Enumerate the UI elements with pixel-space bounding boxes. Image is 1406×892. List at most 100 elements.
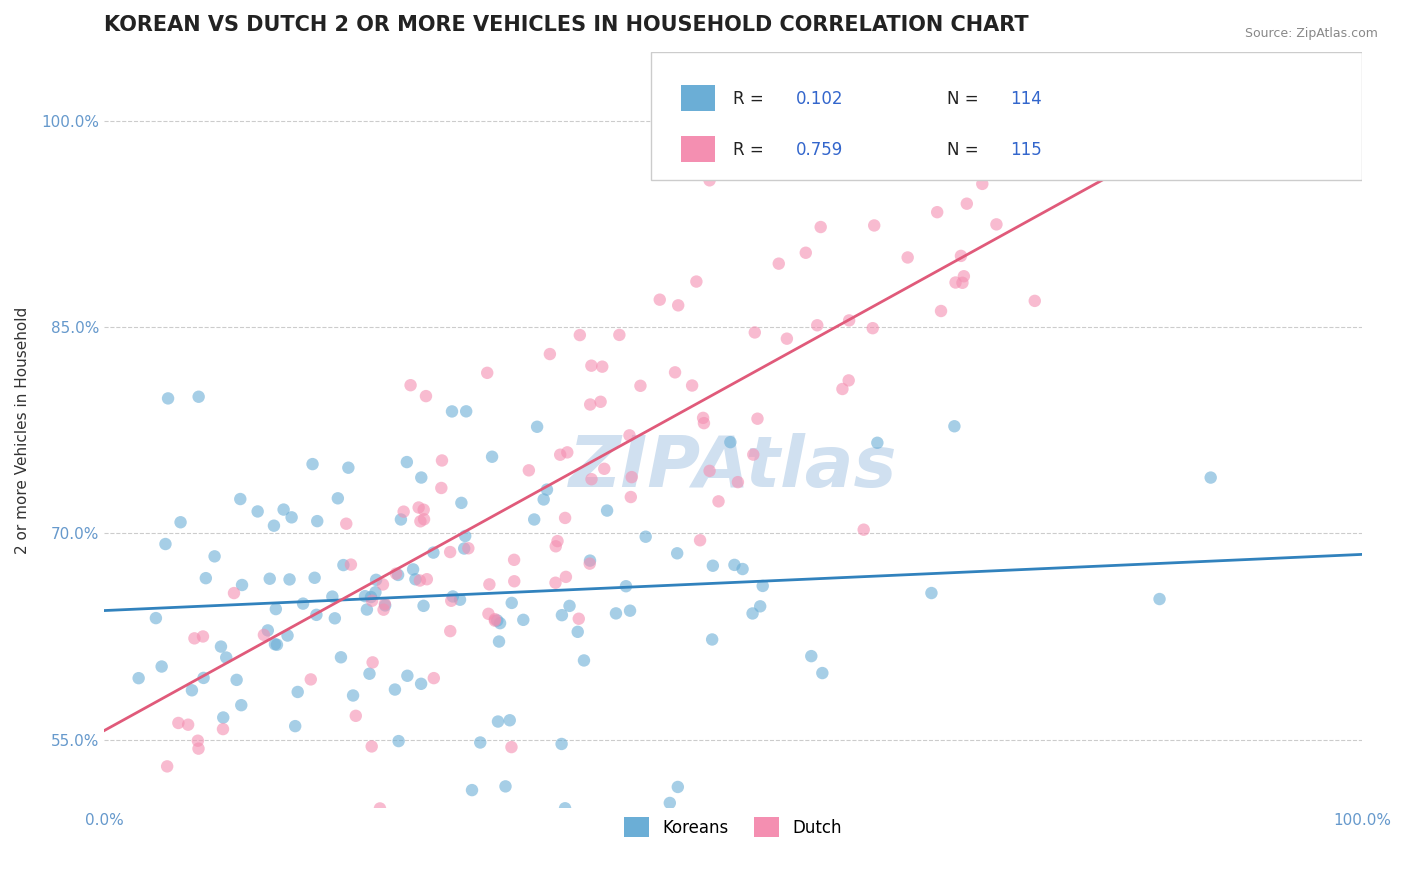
Point [374, 597, 396, 611]
Point [453, 541, 475, 556]
Point [204, 549, 226, 564]
Point [727, 475, 749, 490]
Point [354, 589, 377, 603]
Point [364, 585, 387, 599]
Point [246, 504, 269, 518]
Point [579, 397, 602, 411]
Point [831, 382, 853, 396]
Point [335, 516, 357, 531]
Point [259, 572, 281, 586]
Point [457, 541, 479, 556]
Point [266, 638, 288, 652]
Point [402, 562, 425, 576]
Text: N =: N = [946, 141, 984, 159]
Point [931, 164, 953, 178]
Point [440, 404, 463, 418]
Point [284, 719, 307, 733]
Point [209, 640, 232, 654]
Point [280, 510, 302, 524]
Point [503, 574, 526, 589]
Point [180, 683, 202, 698]
Point [359, 666, 381, 681]
Text: ZIPAtlas: ZIPAtlas [569, 434, 897, 502]
Point [167, 715, 190, 730]
Point [658, 796, 681, 810]
Point [977, 57, 1000, 71]
Point [486, 614, 509, 628]
Point [718, 435, 741, 450]
Text: Source: ZipAtlas.com: Source: ZipAtlas.com [1244, 27, 1378, 40]
Point [229, 491, 252, 506]
Point [194, 571, 217, 585]
Point [150, 659, 173, 673]
Point [177, 717, 200, 731]
Point [614, 579, 637, 593]
Point [920, 586, 942, 600]
Point [332, 558, 354, 572]
Point [852, 523, 875, 537]
Point [387, 568, 409, 582]
Point [278, 573, 301, 587]
Point [287, 685, 309, 699]
Point [751, 579, 773, 593]
Point [927, 205, 949, 219]
Point [409, 574, 432, 588]
Point [776, 332, 799, 346]
Point [470, 735, 492, 749]
Point [307, 514, 329, 528]
Point [321, 590, 343, 604]
Point [983, 67, 1005, 81]
Point [1149, 592, 1171, 607]
Point [741, 607, 763, 621]
Point [533, 492, 555, 507]
Point [943, 419, 966, 434]
Point [689, 533, 711, 548]
Point [264, 637, 287, 651]
FancyBboxPatch shape [682, 85, 716, 112]
Point [699, 464, 721, 478]
Point [929, 304, 952, 318]
Point [412, 502, 434, 516]
Point [558, 599, 581, 613]
Point [183, 632, 205, 646]
Text: 115: 115 [1010, 141, 1042, 159]
Point [156, 759, 179, 773]
Point [478, 577, 501, 591]
Point [385, 566, 408, 581]
Point [292, 597, 315, 611]
Point [430, 453, 453, 467]
Point [838, 373, 860, 387]
Point [605, 607, 627, 621]
Point [374, 599, 396, 613]
Text: 0.102: 0.102 [796, 90, 844, 108]
Point [609, 327, 631, 342]
Point [191, 630, 214, 644]
Point [568, 328, 591, 343]
Point [399, 378, 422, 392]
Point [495, 780, 517, 794]
Point [263, 518, 285, 533]
Point [1168, 143, 1191, 157]
Point [501, 740, 523, 755]
Point [304, 571, 326, 585]
Point [456, 404, 478, 418]
Point [408, 500, 430, 515]
Point [361, 593, 384, 607]
Point [681, 378, 703, 392]
Point [371, 577, 394, 591]
Point [838, 313, 860, 327]
Text: 0.759: 0.759 [796, 141, 844, 159]
Point [423, 671, 446, 685]
Point [692, 410, 714, 425]
Point [305, 607, 328, 622]
Point [404, 572, 426, 586]
Point [551, 608, 574, 623]
Point [620, 470, 643, 484]
Point [723, 558, 745, 572]
Point [361, 656, 384, 670]
Point [811, 666, 834, 681]
Point [477, 366, 499, 380]
Point [810, 220, 832, 235]
Point [212, 722, 235, 736]
Point [187, 733, 209, 747]
